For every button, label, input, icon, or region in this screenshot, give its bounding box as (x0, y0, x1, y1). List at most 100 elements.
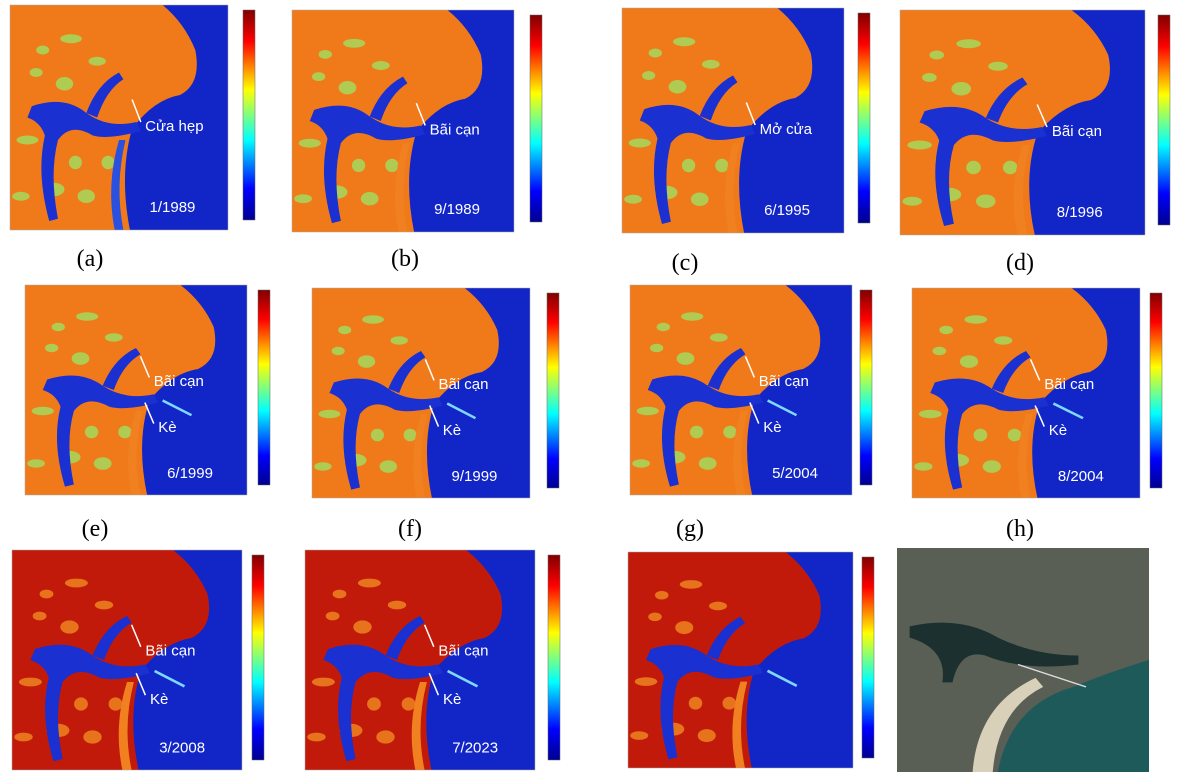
vegetation (974, 429, 988, 442)
annotation: Bãi cạn (759, 373, 809, 390)
panel-label: (g) (676, 516, 704, 542)
vegetation (17, 136, 39, 145)
colorbar (1150, 293, 1162, 488)
vegetation (94, 457, 112, 470)
date-label: 8/1996 (1057, 204, 1103, 221)
vegetation (338, 326, 351, 334)
date-label: 8/2004 (1058, 468, 1104, 485)
vegetation (988, 62, 1008, 71)
figure: Cửa hẹp1/1989(a)Bãi cạn9/1989(b)Mở cửa6/… (0, 0, 1177, 774)
date-label: 9/1989 (434, 201, 480, 218)
vegetation (635, 677, 658, 686)
panel-label: (h) (1006, 516, 1034, 542)
annotation: Kè (443, 691, 461, 708)
date-label: 6/1999 (167, 465, 213, 482)
vegetation (404, 429, 417, 442)
vegetation (299, 139, 321, 148)
vegetation (362, 315, 384, 323)
vegetation (105, 333, 123, 341)
vegetation (78, 190, 95, 204)
vegetation (933, 347, 947, 355)
vegetation (907, 141, 932, 150)
panel-label: (c) (672, 250, 699, 276)
vegetation (702, 60, 720, 69)
vegetation (367, 697, 381, 710)
vegetation (691, 193, 709, 207)
vegetation (95, 601, 113, 610)
vegetation (32, 407, 54, 415)
vegetation (30, 68, 43, 77)
vegetation (673, 37, 695, 46)
panel-label: (e) (82, 516, 109, 542)
vegetation (710, 333, 728, 341)
vegetation (312, 72, 325, 81)
vegetation (332, 347, 345, 355)
date-label: 5/2004 (772, 465, 818, 482)
vegetation (307, 733, 325, 742)
vegetation (319, 410, 341, 418)
vegetation (69, 156, 82, 170)
vegetation (60, 34, 82, 43)
map-panel (12, 550, 242, 770)
vegetation (358, 355, 375, 368)
vegetation (680, 580, 703, 589)
colorbar (547, 293, 559, 488)
vegetation (36, 46, 49, 55)
vegetation (85, 426, 98, 439)
annotation: Mở cửa (760, 121, 813, 138)
vegetation (960, 355, 978, 368)
vegetation (677, 352, 695, 365)
vegetation (699, 457, 717, 470)
vegetation (642, 71, 655, 80)
date-label: 3/2008 (159, 739, 205, 756)
vegetation (294, 194, 312, 203)
vegetation (629, 139, 651, 148)
vegetation (45, 344, 58, 352)
vegetation (52, 323, 65, 331)
vegetation (723, 426, 736, 439)
vegetation (1003, 161, 1018, 175)
annotation: Cửa hẹp (145, 118, 203, 135)
panel-label: (a) (77, 246, 104, 272)
vegetation (669, 80, 687, 94)
vegetation (657, 323, 670, 331)
vegetation (353, 620, 371, 633)
map-panel (312, 288, 530, 498)
annotation: Kè (150, 691, 168, 708)
vegetation (689, 697, 703, 710)
annotation: Bãi cạn (438, 643, 488, 660)
annotation: Bãi cạn (145, 643, 195, 660)
vegetation (65, 579, 88, 588)
colorbar (862, 557, 874, 758)
vegetation (648, 612, 662, 621)
vegetation (681, 312, 703, 320)
vegetation (27, 459, 45, 467)
vegetation (630, 731, 648, 740)
vegetation (922, 73, 937, 82)
vegetation (929, 51, 944, 60)
figure-canvas: Cửa hẹp1/1989(a)Bãi cạn9/1989(b)Mở cửa6/… (0, 0, 1177, 774)
annotation: Kè (763, 419, 781, 436)
vegetation (966, 161, 981, 175)
vegetation (690, 426, 703, 439)
vegetation (956, 39, 981, 48)
vegetation (376, 730, 394, 743)
annotation: Bãi cạn (438, 376, 488, 393)
vegetation (939, 326, 953, 334)
vegetation (994, 336, 1012, 344)
vegetation (723, 697, 737, 710)
vegetation (326, 612, 340, 621)
map-panel (630, 285, 852, 495)
map-panel (912, 288, 1140, 498)
colorbar (530, 15, 542, 222)
colorbar (252, 555, 264, 760)
vegetation (655, 591, 669, 600)
vegetation (312, 678, 335, 687)
date-label: 1/1989 (150, 199, 196, 216)
vegetation (675, 621, 693, 634)
vegetation (74, 697, 88, 710)
map-panel (292, 10, 514, 232)
panel-label: (d) (1006, 250, 1034, 276)
annotation: Bãi cạn (1052, 123, 1102, 140)
vegetation (372, 61, 390, 70)
